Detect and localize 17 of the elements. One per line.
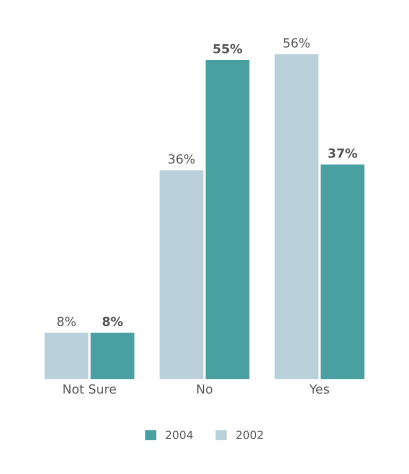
bar bbox=[90, 332, 134, 380]
x-tick-label: Yes bbox=[309, 384, 330, 394]
data-label: 56% bbox=[284, 38, 310, 48]
data-label: 8% bbox=[102, 316, 123, 326]
data-label: 36% bbox=[168, 154, 195, 164]
bar bbox=[274, 54, 318, 380]
bar bbox=[44, 332, 88, 380]
data-label: 37% bbox=[328, 148, 358, 158]
bar bbox=[320, 164, 364, 380]
legend-label: 2004 bbox=[166, 430, 193, 440]
bar bbox=[206, 60, 250, 380]
x-tick-label: No bbox=[197, 384, 212, 394]
bar bbox=[160, 170, 204, 380]
data-label: 8% bbox=[57, 316, 76, 326]
data-label: 55% bbox=[214, 44, 242, 54]
legend-label: 2002 bbox=[236, 430, 263, 440]
x-tick-label: Not Sure bbox=[64, 384, 116, 394]
